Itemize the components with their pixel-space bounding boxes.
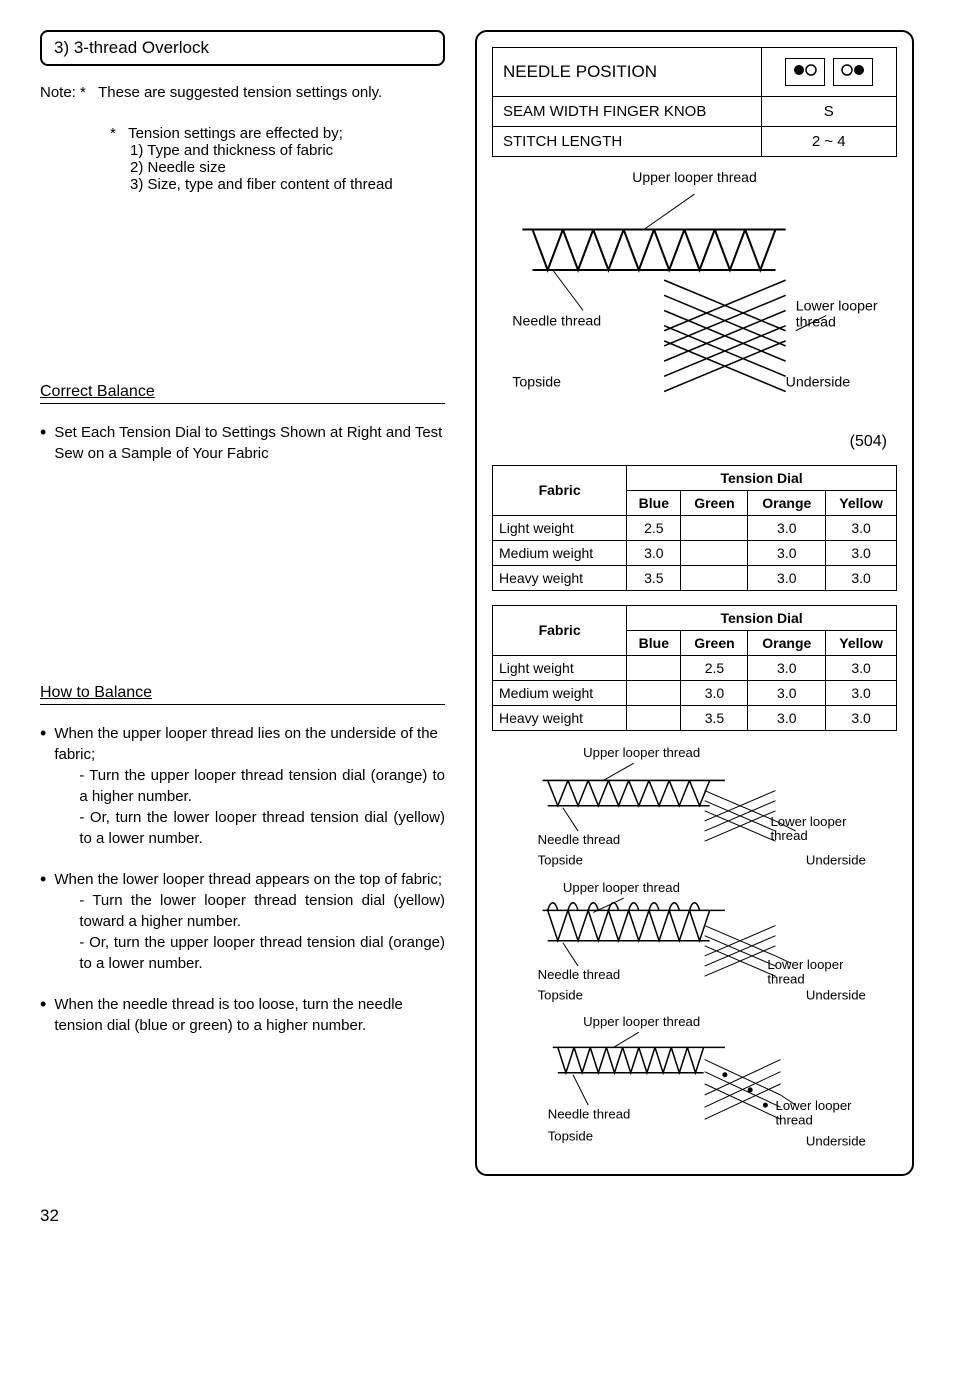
settings-table: NEEDLE POSITION SEAM WIDTH FINGER KNOB S… [492,47,897,157]
correct-balance-title: Correct Balance [40,383,445,404]
svg-text:Topside: Topside [548,1129,593,1144]
svg-text:Topside: Topside [512,374,561,390]
t1-tension-dial-header: Tension Dial [627,465,897,490]
seam-width-label: SEAM WIDTH FINGER KNOB [493,97,762,127]
table-row: Medium weight 3.0 3.0 3.0 [493,540,897,565]
page-number: 32 [40,1206,914,1226]
t2-orange-header: Orange [748,630,826,655]
svg-text:Lower looper: Lower looper [776,1098,853,1113]
stitch-diagram-svg: Needle thread Lower looper thread Topsid… [492,189,897,422]
table-row: Light weight 2.5 3.0 3.0 [493,655,897,680]
svg-text:Lower looper: Lower looper [767,957,844,972]
upper-looper-label: Upper looper thread [492,169,897,185]
t1-blue-header: Blue [627,490,681,515]
howto-bullet-2: When the lower looper thread appears on … [40,869,445,974]
svg-text:Needle thread: Needle thread [538,967,621,982]
table-row: Medium weight 3.0 3.0 3.0 [493,680,897,705]
table-row: Heavy weight 3.5 3.0 3.0 [493,705,897,730]
t2-green-header: Green [681,630,748,655]
t1-fabric-header: Fabric [493,465,627,515]
t2-yellow-header: Yellow [826,630,897,655]
svg-text:thread: thread [770,828,807,843]
table-row: Light weight 2.5 3.0 3.0 [493,515,897,540]
svg-text:Underside: Underside [786,374,851,390]
howto-bullet-3: When the needle thread is too loose, tur… [40,994,445,1036]
needle-pos-icon-left [785,58,825,86]
bottom-diagrams: Upper looper thread Needle thread Lower … [492,745,897,1159]
stitch-code: (504) [492,433,887,451]
howto1-dash2: - Or, turn the lower looper thread tensi… [79,807,445,849]
table-row: Heavy weight 3.5 3.0 3.0 [493,565,897,590]
svg-text:Underside: Underside [806,1134,866,1149]
stitch-diagram-c: Upper looper thread Needle thread Lower … [492,1014,897,1156]
needle-pos-icon-right [833,58,873,86]
svg-text:Needle thread: Needle thread [538,832,621,847]
effected-prefix: * [110,125,116,142]
stitch-diagram-b: Upper looper thread Needle thread Lower … [492,880,897,1012]
t1-yellow-header: Yellow [826,490,897,515]
effected-text: Tension settings are effected by; [128,125,343,142]
howto-bullet-1: When the upper looper thread lies on the… [40,723,445,849]
svg-text:Underside: Underside [806,987,866,1002]
svg-text:Needle thread: Needle thread [548,1106,631,1121]
howto3-lead: When the needle thread is too loose, tur… [54,994,445,1036]
svg-text:Underside: Underside [806,852,866,867]
stitch-diagram-a: Upper looper thread Needle thread Lower … [492,745,897,877]
tension-table-2: Fabric Tension Dial Blue Green Orange Ye… [492,605,897,731]
svg-text:Upper looper thread: Upper looper thread [583,745,700,760]
seam-width-value: S [761,97,896,127]
t1-green-header: Green [681,490,748,515]
effected-line: * Tension settings are effected by; [110,125,445,142]
correct-balance-text: Set Each Tension Dial to Settings Shown … [54,422,445,464]
t2-blue-header: Blue [627,630,681,655]
how-to-balance-title: How to Balance [40,684,445,705]
svg-text:Lower looper: Lower looper [796,299,878,315]
note-line: Note: * These are suggested tension sett… [40,84,445,101]
svg-text:Lower looper: Lower looper [770,814,847,829]
effected-item-3: 3) Size, type and fiber content of threa… [130,176,445,193]
howto1-lead: When the upper looper thread lies on the… [54,723,445,765]
howto2-lead: When the lower looper thread appears on … [54,869,445,890]
svg-text:thread: thread [776,1112,813,1127]
section-header: 3) 3-thread Overlock [40,30,445,66]
needle-position-label: NEEDLE POSITION [493,48,762,97]
effected-item-1: 1) Type and thickness of fabric [130,142,445,159]
t2-fabric-header: Fabric [493,605,627,655]
stitch-length-value: 2 ~ 4 [761,127,896,157]
note-prefix: Note: * [40,84,86,101]
svg-text:Topside: Topside [538,987,583,1002]
t2-tension-dial-header: Tension Dial [627,605,897,630]
svg-text:thread: thread [796,315,836,331]
svg-text:Upper looper thread: Upper looper thread [583,1014,700,1029]
svg-text:Needle thread: Needle thread [512,314,601,330]
svg-text:Upper looper thread: Upper looper thread [563,880,680,895]
correct-balance-bullet: Set Each Tension Dial to Settings Shown … [40,422,445,464]
howto1-dash1: - Turn the upper looper thread tension d… [79,765,445,807]
t1-orange-header: Orange [748,490,826,515]
stitch-length-label: STITCH LENGTH [493,127,762,157]
effected-item-2: 2) Needle size [130,159,445,176]
howto2-dash1: - Turn the lower looper thread tension d… [79,890,445,932]
svg-text:Topside: Topside [538,852,583,867]
svg-text:thread: thread [767,971,804,986]
tension-table-1: Fabric Tension Dial Blue Green Orange Ye… [492,465,897,591]
main-stitch-diagram: Upper looper thread Needle thread Lower … [492,169,897,425]
note-text: These are suggested tension settings onl… [98,84,382,101]
howto2-dash2: - Or, turn the upper looper thread tensi… [79,932,445,974]
